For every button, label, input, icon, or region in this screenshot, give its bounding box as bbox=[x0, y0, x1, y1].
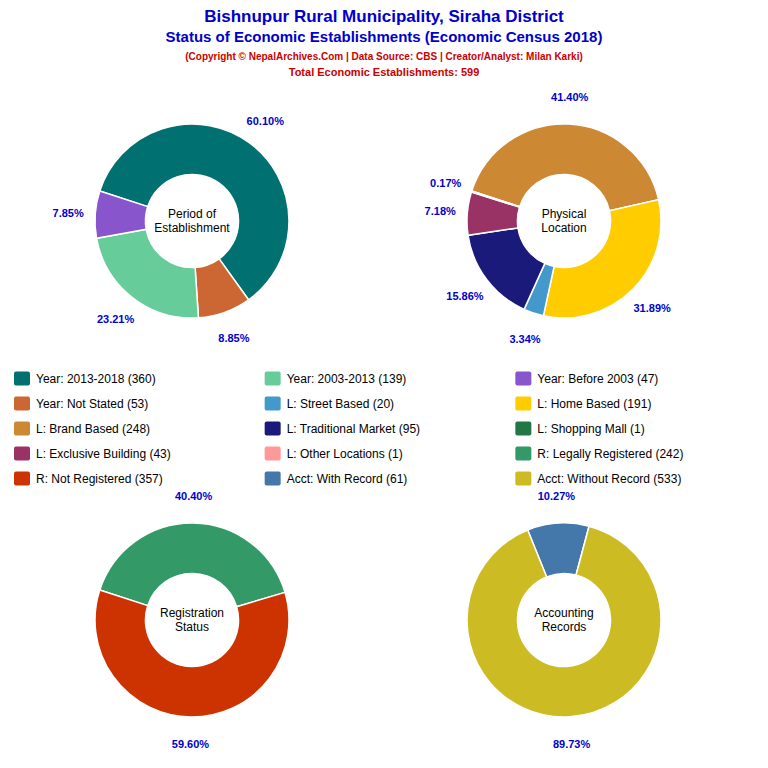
legend-label: L: Brand Based (248) bbox=[36, 422, 150, 436]
legend-label: L: Traditional Market (95) bbox=[287, 422, 420, 436]
legend-label: Year: 2013-2018 (360) bbox=[36, 372, 156, 386]
legend-swatch bbox=[14, 372, 30, 386]
data-label: 89.73% bbox=[553, 738, 591, 750]
donut-slice bbox=[97, 229, 199, 318]
data-label: 10.27% bbox=[538, 490, 576, 502]
data-label: 7.18% bbox=[425, 205, 456, 217]
donut-slice bbox=[100, 523, 285, 607]
center-label-line: Accounting bbox=[534, 606, 593, 620]
legend-label: L: Street Based (20) bbox=[287, 397, 394, 411]
donut-slice bbox=[195, 259, 248, 318]
donut-slice bbox=[95, 191, 148, 238]
data-label: 60.10% bbox=[247, 115, 285, 127]
donut-chart bbox=[467, 124, 661, 318]
legend-swatch bbox=[515, 472, 531, 486]
data-label: 59.60% bbox=[172, 738, 210, 750]
center-label-line: Status bbox=[175, 620, 209, 634]
legend-label: L: Home Based (191) bbox=[537, 397, 651, 411]
legend-swatch bbox=[14, 447, 30, 461]
data-label: 3.34% bbox=[509, 333, 540, 345]
data-label: 40.40% bbox=[175, 490, 213, 502]
center-label: Period ofEstablishment bbox=[154, 207, 230, 235]
legend-swatch bbox=[265, 397, 281, 411]
data-labels: 41.40% 31.89% 3.34% 15.86% 7.18% 0.17% bbox=[425, 91, 671, 345]
legend-label: R: Not Registered (357) bbox=[36, 472, 163, 486]
center-label-line: Period of bbox=[168, 207, 217, 221]
legend-label: R: Legally Registered (242) bbox=[537, 447, 683, 461]
subtitle: (Copyright © NepalArchives.Com | Data So… bbox=[185, 51, 583, 62]
donut-slice bbox=[95, 590, 289, 717]
legend-swatch bbox=[265, 472, 281, 486]
legend-swatch bbox=[265, 447, 281, 461]
data-label: 31.89% bbox=[633, 302, 671, 314]
legend-swatch bbox=[515, 422, 531, 436]
data-label: 41.40% bbox=[551, 91, 589, 103]
data-label: 15.86% bbox=[446, 290, 484, 302]
chart-root: Bishnupur Rural Municipality, Siraha Dis… bbox=[0, 0, 768, 768]
donut-slice bbox=[471, 191, 519, 207]
donut-chart bbox=[95, 523, 289, 717]
center-label-line: Registration bbox=[160, 606, 224, 620]
title: Bishnupur Rural Municipality, Siraha Dis… bbox=[204, 7, 564, 26]
title: Status of Economic Establishments (Econo… bbox=[166, 28, 603, 45]
data-labels: 60.10% 8.85% 23.21% 7.85% bbox=[53, 115, 285, 344]
legend-label: L: Other Locations (1) bbox=[287, 447, 403, 461]
data-label: 0.17% bbox=[430, 177, 461, 189]
donut-slice bbox=[467, 192, 520, 235]
legend-label: Year: 2003-2013 (139) bbox=[287, 372, 407, 386]
donut-slice bbox=[467, 526, 661, 717]
legend-swatch bbox=[14, 472, 30, 486]
center-label: AccountingRecords bbox=[534, 606, 593, 634]
subtitle: Total Economic Establishments: 599 bbox=[289, 66, 480, 78]
legend-label: L: Exclusive Building (43) bbox=[36, 447, 171, 461]
data-labels: 40.40% 59.60% bbox=[172, 490, 213, 750]
center-label: RegistrationStatus bbox=[160, 606, 224, 634]
donut-chart bbox=[95, 124, 289, 318]
data-label: 7.85% bbox=[53, 207, 84, 219]
center-label-line: Location bbox=[541, 221, 586, 235]
center-label-line: Establishment bbox=[154, 221, 230, 235]
legend-label: L: Shopping Mall (1) bbox=[537, 422, 644, 436]
data-label: 8.85% bbox=[218, 332, 249, 344]
legend-label: Year: Not Stated (53) bbox=[36, 397, 148, 411]
legend-swatch bbox=[515, 397, 531, 411]
donut-slice bbox=[472, 124, 659, 211]
legend-swatch bbox=[515, 447, 531, 461]
data-label: 23.21% bbox=[97, 313, 135, 325]
legend-swatch bbox=[265, 372, 281, 386]
background bbox=[0, 0, 768, 768]
center-label-line: Physical bbox=[542, 207, 587, 221]
center-label-line: Records bbox=[542, 620, 587, 634]
legend-swatch bbox=[265, 422, 281, 436]
legend-swatch bbox=[14, 422, 30, 436]
legend-swatch bbox=[515, 372, 531, 386]
legend: Year: 2013-2018 (360) Year: Not Stated (5… bbox=[14, 372, 683, 486]
legend-label: Year: Before 2003 (47) bbox=[537, 372, 658, 386]
legend-swatch bbox=[14, 397, 30, 411]
legend-label: Acct: Without Record (533) bbox=[537, 472, 681, 486]
center-label: PhysicalLocation bbox=[541, 207, 586, 235]
data-labels: 10.27% 89.73% bbox=[538, 490, 591, 750]
legend-label: Acct: With Record (61) bbox=[287, 472, 408, 486]
donut-chart bbox=[467, 523, 661, 717]
